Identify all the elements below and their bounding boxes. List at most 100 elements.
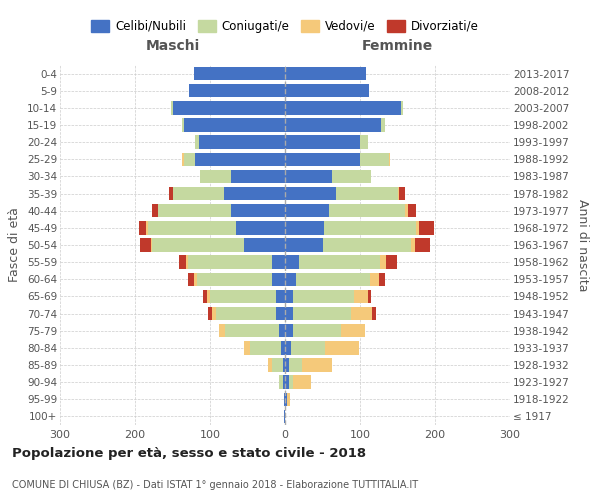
Bar [195, 136, 199, 149]
Bar [405, 204, 408, 218]
Bar [173, 101, 285, 114]
Bar [419, 221, 434, 234]
Bar [379, 272, 385, 286]
Bar [285, 118, 381, 132]
Bar [285, 101, 401, 114]
Bar [411, 238, 415, 252]
Bar [285, 307, 293, 320]
Bar [187, 256, 271, 269]
Bar [179, 256, 186, 269]
Bar [281, 341, 285, 354]
Text: Maschi: Maschi [145, 39, 200, 53]
Bar [285, 204, 329, 218]
Bar [293, 307, 351, 320]
Bar [276, 290, 285, 303]
Bar [279, 376, 283, 389]
Bar [173, 187, 223, 200]
Bar [197, 272, 271, 286]
Bar [285, 238, 323, 252]
Bar [351, 307, 372, 320]
Bar [367, 290, 371, 303]
Bar [194, 272, 197, 286]
Bar [151, 238, 152, 252]
Bar [271, 358, 283, 372]
Y-axis label: Fasce di età: Fasce di età [8, 208, 22, 282]
Y-axis label: Anni di nascita: Anni di nascita [576, 198, 589, 291]
Bar [285, 84, 369, 98]
Bar [285, 290, 293, 303]
Bar [199, 170, 231, 183]
Bar [199, 136, 285, 149]
Bar [210, 290, 276, 303]
Bar [139, 221, 146, 234]
Bar [285, 187, 336, 200]
Bar [169, 187, 173, 200]
Bar [216, 307, 276, 320]
Bar [284, 410, 285, 423]
Bar [285, 376, 289, 389]
Bar [293, 290, 354, 303]
Bar [203, 290, 207, 303]
Text: COMUNE DI CHIUSA (BZ) - Dati ISTAT 1° gennaio 2018 - Elaborazione TUTTITALIA.IT: COMUNE DI CHIUSA (BZ) - Dati ISTAT 1° ge… [12, 480, 418, 490]
Bar [285, 136, 360, 149]
Bar [336, 187, 398, 200]
Bar [212, 307, 216, 320]
Bar [139, 238, 151, 252]
Bar [157, 204, 231, 218]
Bar [324, 221, 415, 234]
Bar [370, 272, 379, 286]
Bar [285, 221, 324, 234]
Bar [287, 392, 290, 406]
Text: Popolazione per età, sesso e stato civile - 2018: Popolazione per età, sesso e stato civil… [12, 448, 366, 460]
Text: Femmine: Femmine [362, 39, 433, 53]
Bar [283, 376, 285, 389]
Bar [268, 358, 271, 372]
Bar [285, 272, 296, 286]
Bar [285, 358, 289, 372]
Bar [285, 392, 287, 406]
Bar [415, 238, 430, 252]
Bar [389, 152, 390, 166]
Bar [250, 341, 281, 354]
Bar [184, 152, 195, 166]
Bar [380, 256, 386, 269]
Bar [189, 84, 285, 98]
Bar [408, 204, 415, 218]
Bar [146, 221, 148, 234]
Bar [415, 221, 419, 234]
Bar [271, 272, 285, 286]
Bar [285, 152, 360, 166]
Bar [171, 101, 173, 114]
Bar [285, 170, 331, 183]
Bar [293, 324, 341, 338]
Bar [279, 324, 285, 338]
Bar [276, 307, 285, 320]
Bar [195, 152, 285, 166]
Bar [296, 272, 370, 286]
Bar [225, 324, 279, 338]
Bar [398, 187, 399, 200]
Bar [207, 290, 210, 303]
Bar [323, 238, 411, 252]
Bar [285, 67, 366, 80]
Bar [151, 204, 157, 218]
Bar [360, 136, 367, 149]
Bar [193, 67, 285, 80]
Bar [236, 221, 285, 234]
Legend: Celibi/Nubili, Coniugati/e, Vedovi/e, Divorziati/e: Celibi/Nubili, Coniugati/e, Vedovi/e, Di… [86, 15, 484, 38]
Bar [354, 290, 367, 303]
Bar [386, 256, 397, 269]
Bar [284, 392, 285, 406]
Bar [188, 272, 194, 286]
Bar [299, 256, 380, 269]
Bar [331, 170, 371, 183]
Bar [208, 307, 212, 320]
Bar [289, 358, 302, 372]
Bar [302, 358, 332, 372]
Bar [148, 221, 236, 234]
Bar [285, 324, 293, 338]
Bar [182, 152, 184, 166]
Bar [152, 238, 244, 252]
Bar [329, 204, 405, 218]
Bar [182, 118, 184, 132]
